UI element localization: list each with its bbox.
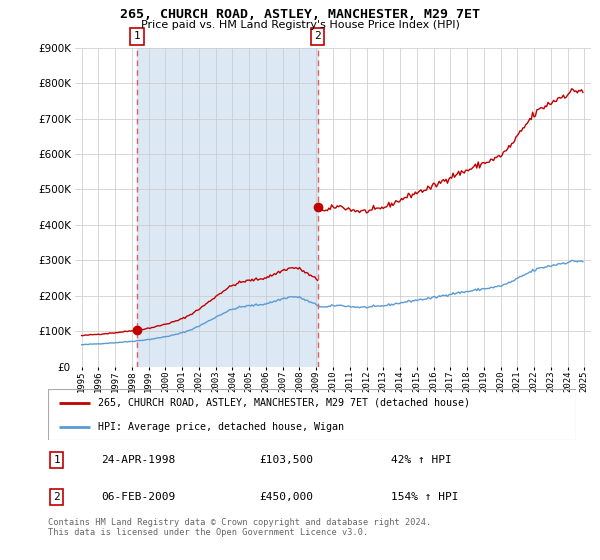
- Text: £450,000: £450,000: [259, 492, 313, 502]
- Text: 42% ↑ HPI: 42% ↑ HPI: [391, 455, 452, 465]
- Text: Price paid vs. HM Land Registry's House Price Index (HPI): Price paid vs. HM Land Registry's House …: [140, 20, 460, 30]
- Text: 265, CHURCH ROAD, ASTLEY, MANCHESTER, M29 7ET (detached house): 265, CHURCH ROAD, ASTLEY, MANCHESTER, M2…: [98, 398, 470, 408]
- Text: HPI: Average price, detached house, Wigan: HPI: Average price, detached house, Wiga…: [98, 422, 344, 432]
- Text: 154% ↑ HPI: 154% ↑ HPI: [391, 492, 459, 502]
- Text: 1: 1: [53, 455, 60, 465]
- Text: 1: 1: [133, 31, 140, 41]
- Text: £103,500: £103,500: [259, 455, 313, 465]
- Text: 24-APR-1998: 24-APR-1998: [101, 455, 175, 465]
- Text: 06-FEB-2009: 06-FEB-2009: [101, 492, 175, 502]
- Text: Contains HM Land Registry data © Crown copyright and database right 2024.
This d: Contains HM Land Registry data © Crown c…: [48, 518, 431, 538]
- Text: 265, CHURCH ROAD, ASTLEY, MANCHESTER, M29 7ET: 265, CHURCH ROAD, ASTLEY, MANCHESTER, M2…: [120, 8, 480, 21]
- Text: 2: 2: [53, 492, 60, 502]
- Bar: [137, 48, 318, 367]
- Text: 2: 2: [314, 31, 321, 41]
